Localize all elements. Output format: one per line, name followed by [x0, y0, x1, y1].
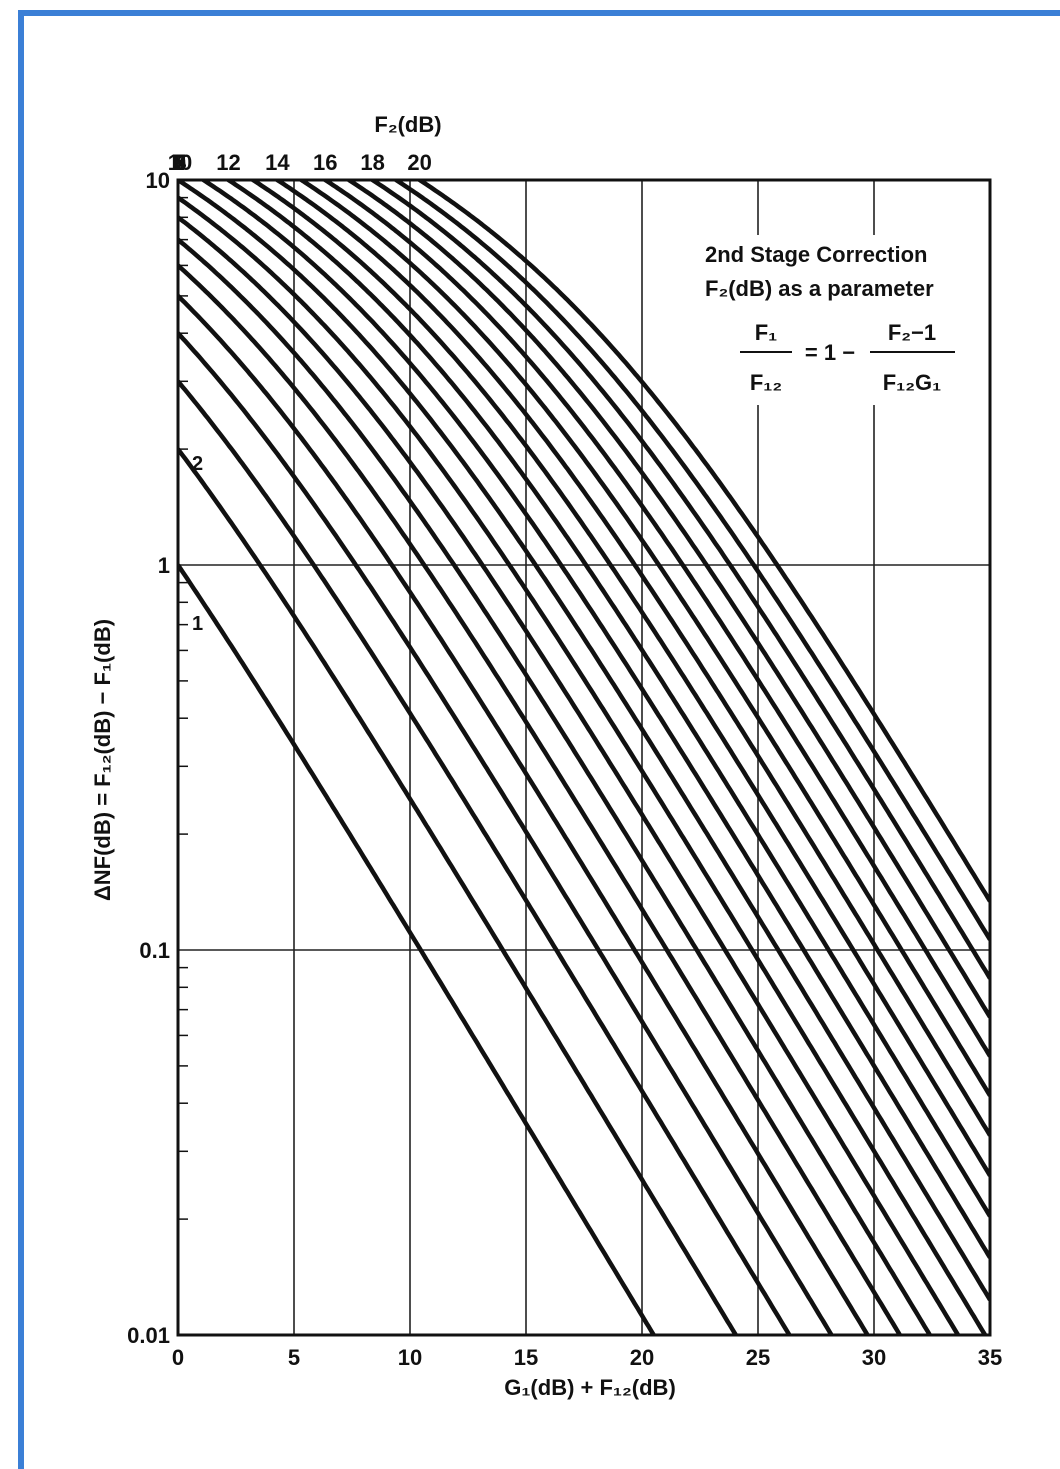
y-tick-label-1: 1 [158, 553, 170, 578]
curve-layer [178, 180, 990, 1335]
x-tick-label-20: 20 [630, 1345, 654, 1370]
curve-f2-17 [344, 180, 990, 1019]
y-axis-label: ΔNF(dB) = F₁₂(dB) − F₁(dB) [90, 619, 115, 901]
top-axis-label-12: 12 [216, 150, 240, 175]
curve-f2-5 [178, 294, 871, 1335]
x-tick-label-15: 15 [514, 1345, 538, 1370]
curve-f2-2 [178, 447, 739, 1335]
annotation-box: 2nd Stage Correction F₂(dB) as a paramet… [700, 235, 982, 405]
plot-frame [176, 178, 992, 1337]
x-tick-label-0: 0 [172, 1345, 184, 1370]
curve-label-2: 2 [192, 453, 203, 475]
top-axis-label-18: 18 [360, 150, 384, 175]
top-axis-label-9: 9 [174, 150, 186, 175]
top-axis-label-8: 8 [174, 150, 186, 175]
curve-f2-11 [199, 180, 990, 1259]
top-axis-label-14: 14 [265, 150, 290, 175]
top-axis-label-4: 4 [174, 150, 187, 175]
x-axis-label: G₁(dB) + F₁₂(dB) [504, 1375, 676, 1400]
curve-f2-19 [391, 180, 990, 941]
curve-f2-3 [178, 379, 793, 1335]
y-tick-label-0.01: 0.01 [127, 1323, 170, 1348]
curve-f2-14 [273, 180, 990, 1137]
top-axis-label-6: 6 [174, 150, 186, 175]
curve-f2-15 [297, 180, 990, 1097]
formula-lhs-numerator: F₁ [755, 320, 778, 345]
x-tick-label-10: 10 [398, 1345, 422, 1370]
x-tick-label-30: 30 [862, 1345, 886, 1370]
curve-f2-13 [248, 180, 990, 1177]
annotation-line2: F₂(dB) as a parameter [705, 276, 934, 301]
top-axis-label-3: 3 [174, 150, 186, 175]
top-axis-label-20: 20 [407, 150, 431, 175]
formula-rhs-denominator: F₁₂G₁ [883, 370, 942, 395]
annotation-line1: 2nd Stage Correction [705, 242, 927, 267]
y-tick-label-10: 10 [146, 168, 170, 193]
frame-border-top [18, 10, 1060, 16]
x-tick-label-35: 35 [978, 1345, 1002, 1370]
curve-f2-12 [224, 180, 990, 1218]
curve-f2-10 [178, 180, 990, 1301]
curve-f2-20 [415, 180, 990, 903]
top-axis-label-10: 10 [168, 150, 192, 175]
minor-ticks [178, 196, 188, 1220]
curve-f2-7 [178, 237, 933, 1335]
curve-f2-18 [368, 180, 990, 980]
x-tick-label-25: 25 [746, 1345, 770, 1370]
curve-f2-6 [178, 263, 903, 1335]
top-axis-label-7: 7 [174, 150, 186, 175]
y-tick-labels: 0.01 0.1 1 10 [127, 168, 170, 1348]
top-axis-title: F₂(dB) [374, 112, 441, 137]
y-tick-label-0.1: 0.1 [139, 938, 170, 963]
frame-border-left [18, 10, 24, 1469]
curve-f2-9 [178, 195, 988, 1335]
top-axis-label-5: 5 [174, 150, 186, 175]
curve-f2-16 [321, 180, 990, 1058]
top-axis-label-16: 16 [313, 150, 337, 175]
formula-lhs-denominator: F₁₂ [750, 370, 782, 395]
curve-f2-4 [178, 331, 835, 1335]
curve-f2-1 [178, 563, 657, 1335]
curve-label-1: 1 [192, 613, 203, 635]
formula-rhs-numerator: F₂−1 [888, 320, 936, 345]
x-tick-label-5: 5 [288, 1345, 300, 1370]
formula-middle: = 1 − [805, 340, 855, 365]
x-tick-labels: 0 5 10 15 20 25 30 35 [172, 1345, 1002, 1370]
curve-f2-8 [178, 215, 961, 1335]
